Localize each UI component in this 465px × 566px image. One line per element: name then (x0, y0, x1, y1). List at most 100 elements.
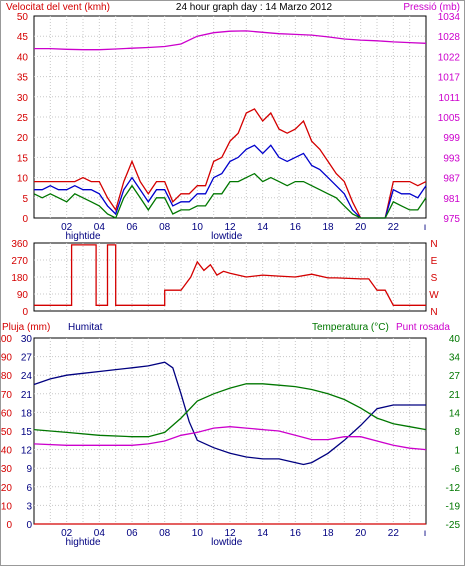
pressure-axis-title: Pressió (mb) (403, 2, 460, 13)
wind-speed-axis-title: Velocitat del vent (kmh) (6, 2, 110, 13)
x-tick-label: 14 (257, 222, 269, 233)
y2-tick-label: -19 (446, 501, 461, 512)
y-tick-label: 90 (17, 290, 29, 301)
y-tick-label-humidity: 9 (26, 464, 32, 475)
y2-tick-label: -25 (446, 520, 461, 531)
y2-tick-label: 1 (454, 446, 460, 457)
y2-tick-label: 21 (449, 390, 461, 401)
x-tick-label: 16 (290, 222, 302, 233)
x-tick-label: 10 (192, 222, 204, 233)
compass-label: N (430, 307, 437, 318)
x-tick-end-mark: ı (424, 528, 427, 539)
tide-label: hightide (65, 231, 100, 242)
y2-tick-label: 1011 (438, 93, 460, 104)
y-tick-label: 20 (17, 133, 29, 144)
y2-tick-label: -6 (451, 464, 460, 475)
y2-tick-label: 999 (443, 133, 460, 144)
wind-direction-panel: 0 N 90 W 180 S 270 E 360 N (11, 239, 439, 318)
y-tick-label-humidity: 30 (21, 334, 33, 345)
series-line-wind-direction (34, 244, 426, 306)
series-line-humitat (33, 361, 426, 466)
y2-tick-label: 1034 (438, 12, 461, 23)
x-tick-label: 10 (192, 528, 204, 539)
x-tick-end-mark: ı (424, 222, 427, 233)
y-tick-label-humidity: 15 (21, 427, 33, 438)
x-tick-label: 22 (388, 528, 400, 539)
x-tick-label: 20 (355, 528, 367, 539)
y-tick-label: 25 (17, 113, 29, 124)
y-tick-label: 15 (17, 153, 29, 164)
tide-label: lowtide (211, 231, 243, 242)
y-tick-label: 60 (1, 408, 13, 419)
x-tick-label: 12 (224, 528, 236, 539)
x-tick-label: 14 (257, 528, 269, 539)
y-tick-label: 35 (17, 73, 29, 84)
y-tick-label: 0 (22, 214, 28, 225)
y-tick-label-humidity: 18 (21, 408, 33, 419)
y2-tick-label: 27 (449, 371, 461, 382)
y2-tick-label: 1028 (438, 32, 461, 43)
series-line-temperatura-c- (33, 383, 427, 438)
y-tick-label: 10 (17, 174, 29, 185)
x-tick-label: 02 (61, 222, 73, 233)
compass-label: E (431, 256, 438, 267)
y-tick-label: 0 (6, 520, 12, 531)
x-tick-label: 02 (61, 528, 73, 539)
y-tick-label: 45 (17, 32, 29, 43)
y2-tick-label: 993 (443, 153, 460, 164)
compass-label: W (429, 290, 439, 301)
y2-tick-label: 981 (443, 194, 460, 205)
y-tick-label: 30 (17, 93, 29, 104)
x-tick-label: 06 (126, 528, 138, 539)
y2-tick-label: 1022 (438, 52, 461, 63)
y-tick-label: 70 (1, 390, 13, 401)
x-tick-label: 16 (290, 528, 302, 539)
y-tick-label-humidity: 21 (21, 390, 33, 401)
y-tick-label-humidity: 0 (26, 520, 32, 531)
y-tick-label-humidity: 27 (21, 353, 33, 364)
humidity-axis-title: Humitat (68, 322, 103, 333)
x-tick-label: 06 (126, 222, 138, 233)
y2-tick-label: 14 (449, 408, 461, 419)
x-tick-label: 04 (94, 528, 106, 539)
y2-tick-label: 40 (449, 334, 461, 345)
y-tick-label: 5 (22, 194, 28, 205)
y-tick-label: 50 (1, 427, 13, 438)
y-tick-label: 40 (17, 52, 29, 63)
series-line-pressure (34, 30, 427, 51)
y-tick-label: 40 (1, 446, 13, 457)
compass-label: N (430, 239, 437, 250)
y-tick-label: 50 (17, 12, 29, 23)
x-tick-label: 04 (94, 222, 106, 233)
x-tick-label: 20 (355, 222, 367, 233)
y2-tick-label: 1005 (438, 113, 461, 124)
y-tick-label-humidity: 6 (26, 483, 32, 494)
x-tick-label: 18 (322, 222, 334, 233)
y-tick-label: 360 (11, 239, 28, 250)
chart-title: 24 hour graph day : 14 Marzo 2012 (176, 2, 333, 13)
y-tick-label: 180 (11, 273, 28, 284)
y-tick-label: 90 (1, 353, 13, 364)
y-tick-label: 100 (0, 334, 12, 345)
series-line-lull (33, 172, 427, 219)
x-tick-label: 22 (388, 222, 400, 233)
tide-label: lowtide (211, 537, 243, 548)
y2-tick-label: 975 (443, 214, 460, 225)
x-tick-label: 18 (322, 528, 334, 539)
y-tick-label: 30 (1, 464, 13, 475)
y-tick-label: 10 (1, 501, 13, 512)
y-tick-label: 0 (22, 307, 28, 318)
rain-axis-title: Pluja (mm) (2, 322, 50, 333)
tide-label: hightide (65, 537, 100, 548)
y2-tick-label: 34 (449, 353, 461, 364)
compass-label: S (431, 273, 438, 284)
y2-tick-label: 987 (443, 174, 460, 185)
x-tick-label: 08 (159, 528, 171, 539)
y2-tick-label: 1017 (438, 73, 461, 84)
y-tick-label-humidity: 24 (21, 371, 33, 382)
y2-tick-label: -12 (446, 483, 461, 494)
y-tick-label-humidity: 3 (26, 501, 32, 512)
